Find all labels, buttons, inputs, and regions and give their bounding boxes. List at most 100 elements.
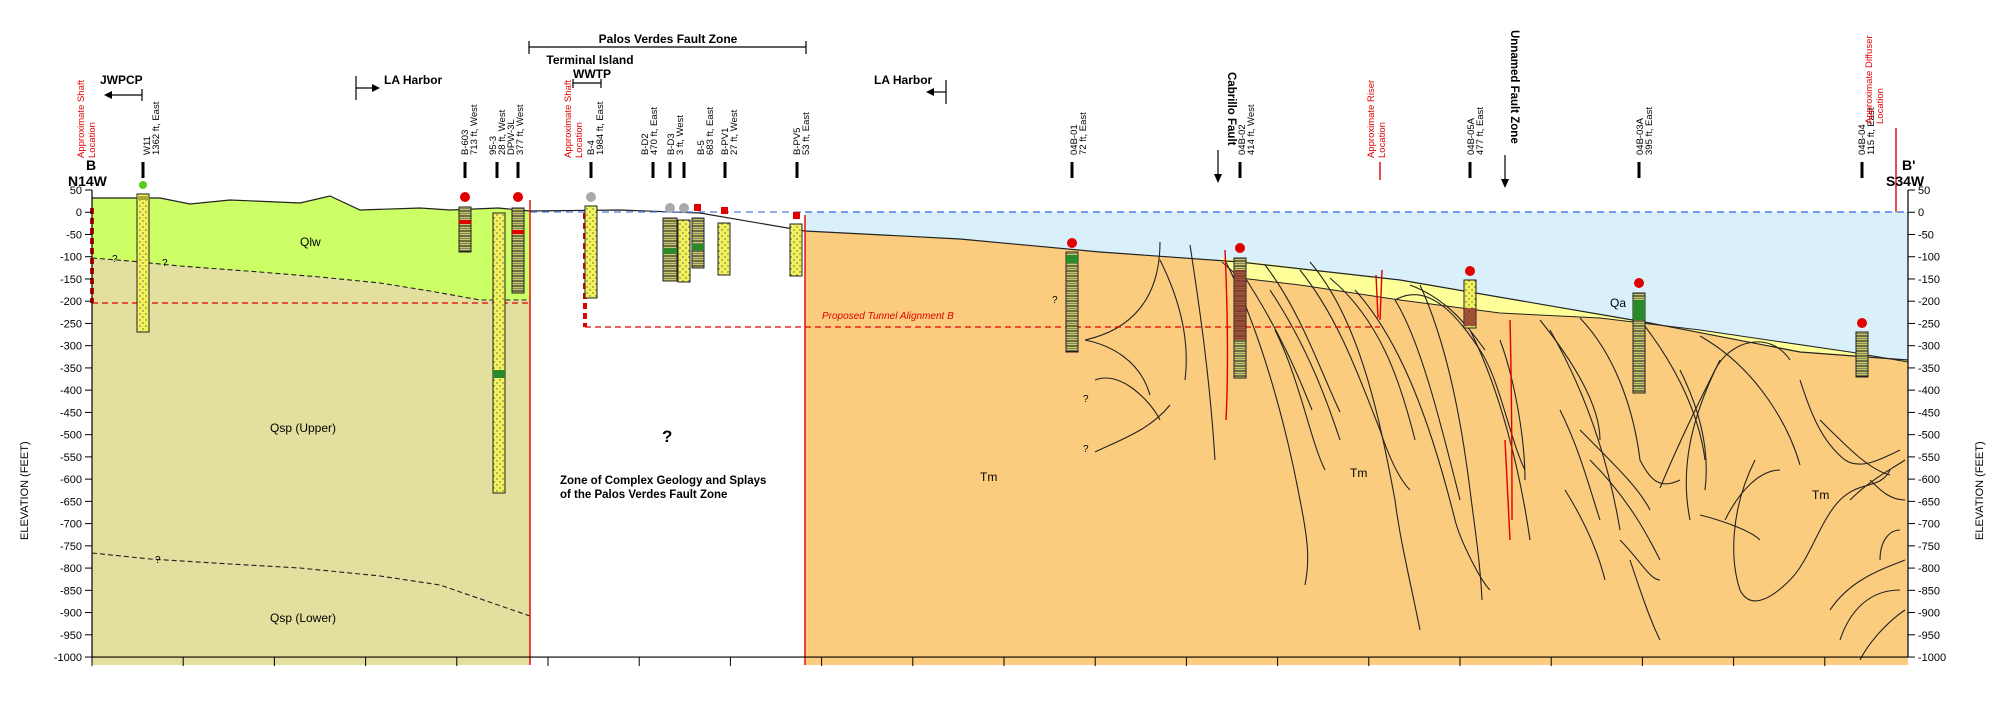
unit-qa	[1220, 258, 1908, 362]
y-tick-label-left: -650	[60, 496, 82, 508]
label-tunnel-alignment: Proposed Tunnel Alignment B	[822, 311, 954, 322]
y-tick-label-right: -750	[1918, 541, 1940, 553]
y-tick-label-right: -200	[1918, 296, 1940, 308]
svg-text:Location: Location	[1875, 88, 1886, 124]
svg-text:3 ft, West: 3 ft, West	[675, 115, 686, 155]
y-tick-label-left: -1000	[54, 652, 82, 664]
svg-text:Tm: Tm	[1350, 466, 1367, 480]
y-tick-label-left: -50	[66, 229, 82, 241]
y-tick-label-right: -950	[1918, 630, 1940, 642]
axes: 50 50 0 0 -50 -50 -100 -100 -150 -150 -200 -200 -250…	[54, 185, 1946, 667]
svg-text:72 ft, East: 72 ft, East	[1078, 112, 1089, 155]
y-tick-label-left: -200	[60, 296, 82, 308]
svg-text:B-5: B-5	[696, 140, 707, 155]
y-tick-label-left: -100	[60, 252, 82, 264]
y-axis-label-right: ELEVATION (FEET)	[1974, 441, 1986, 540]
y-tick-label-right: -700	[1918, 519, 1940, 531]
svg-text:04B-02: 04B-02	[1237, 124, 1248, 155]
y-tick-label-left: -700	[60, 519, 82, 531]
y-tick-label-right: -800	[1918, 563, 1940, 575]
label-jwpcp: JWPCP	[100, 73, 143, 87]
svg-text:Location: Location	[1377, 122, 1388, 158]
unit-labels: Qlw Qsp (Upper) Qsp (Lower) Qa Tm Tm Tm …	[270, 235, 1829, 625]
y-axis-label-left: ELEVATION (FEET)	[19, 441, 31, 540]
svg-text:W11: W11	[142, 136, 153, 155]
boring-accents	[137, 196, 1645, 378]
boring-markers	[139, 181, 1867, 328]
y-tick-label-right: -100	[1918, 252, 1940, 264]
label-la-harbor-2: LA Harbor	[874, 73, 933, 87]
y-tick-label-right: -300	[1918, 341, 1940, 353]
unit-qlw	[92, 196, 530, 300]
svg-text:Tm: Tm	[980, 470, 997, 484]
svg-text:of the Palos Verdes Fault Zone: of the Palos Verdes Fault Zone	[560, 489, 727, 501]
svg-text:?: ?	[112, 254, 118, 265]
svg-text:53 ft, East: 53 ft, East	[801, 112, 812, 155]
label-cabrillo-fault: Cabrillo Fault	[1225, 72, 1237, 146]
svg-text:?: ?	[1083, 394, 1089, 405]
y-tick-label-left: -850	[60, 585, 82, 597]
svg-text:DPW-3L: DPW-3L	[506, 119, 517, 155]
svg-text:04B-05A: 04B-05A	[1466, 117, 1477, 155]
y-tick-label-right: -400	[1918, 385, 1940, 397]
y-tick-label-left: -800	[60, 563, 82, 575]
svg-text:Qa: Qa	[1610, 296, 1626, 310]
svg-text:?: ?	[1052, 295, 1058, 306]
svg-text:395 ft, East: 395 ft, East	[1644, 107, 1655, 155]
svg-text:B-603: B-603	[460, 130, 471, 155]
svg-text:Zone of Complex Geology and Sp: Zone of Complex Geology and Splays	[560, 475, 766, 487]
y-tick-label-right: -550	[1918, 452, 1940, 464]
boring-labels: W11 1362 ft, East B-603 713 ft, West 95-…	[142, 101, 1877, 155]
y-tick-label-left: -550	[60, 452, 82, 464]
svg-text:Location: Location	[574, 122, 585, 158]
svg-text:S34W: S34W	[1886, 173, 1925, 189]
label-la-harbor-1: LA Harbor	[384, 73, 443, 87]
tm-faults	[1224, 249, 1513, 541]
unit-tm	[805, 231, 1908, 665]
svg-text:27 ft, West: 27 ft, West	[729, 109, 740, 155]
svg-text:683 ft, East: 683 ft, East	[705, 107, 716, 155]
label-terminal-island: Terminal Island	[546, 53, 633, 67]
uncertainty-marks: ? ? ? ? ? ?	[112, 254, 1089, 566]
water-body	[805, 212, 1908, 360]
svg-text:B-D2: B-D2	[640, 133, 651, 155]
svg-text:B: B	[86, 157, 96, 173]
svg-text:Approximate Shaft: Approximate Shaft	[563, 79, 574, 158]
svg-text:377 ft, West: 377 ft, West	[515, 104, 526, 155]
tm-structure-lines	[1084, 241, 1906, 661]
y-tick-label-left: -500	[60, 430, 82, 442]
y-tick-label-right: -50	[1918, 229, 1934, 241]
y-tick-label-right: -650	[1918, 496, 1940, 508]
svg-text:N14W: N14W	[68, 173, 108, 189]
svg-text:713 ft, West: 713 ft, West	[469, 104, 480, 155]
y-tick-label-right: -1000	[1918, 652, 1946, 664]
y-tick-label-left: -950	[60, 630, 82, 642]
svg-text:?: ?	[162, 258, 168, 269]
svg-text:04B-01: 04B-01	[1069, 124, 1080, 155]
top-annotations: JWPCP LA Harbor Palos Verdes Fault Zone …	[100, 30, 1520, 188]
qa-base-line	[1221, 261, 1909, 363]
y-tick-label-left: 50	[70, 185, 82, 197]
y-tick-label-left: -250	[60, 318, 82, 330]
svg-text:95-3: 95-3	[488, 136, 499, 155]
svg-text:?: ?	[1083, 444, 1089, 455]
boring-ticks	[141, 162, 1864, 178]
y-tick-label-left: -300	[60, 341, 82, 353]
y-tick-label-right: 0	[1918, 207, 1924, 219]
y-tick-label-left: -750	[60, 541, 82, 553]
svg-text:Location: Location	[87, 122, 98, 158]
red-leader-lines	[1379, 128, 1897, 212]
y-tick-label-left: 0	[76, 207, 82, 219]
unit-qsp	[92, 196, 530, 665]
svg-text:?: ?	[662, 427, 672, 446]
svg-text:477 ft, East: 477 ft, East	[1475, 107, 1486, 155]
svg-text:Approximate Riser: Approximate Riser	[1366, 80, 1377, 158]
y-tick-label-left: -400	[60, 385, 82, 397]
y-tick-label-right: -600	[1918, 474, 1940, 486]
y-tick-label-right: 50	[1918, 185, 1930, 197]
svg-text:Qsp (Upper): Qsp (Upper)	[270, 421, 336, 435]
y-tick-label-left: -150	[60, 274, 82, 286]
y-tick-label-right: -150	[1918, 274, 1940, 286]
svg-text:04B-04: 04B-04	[1857, 124, 1868, 155]
label-wwtp: WWTP	[573, 67, 611, 81]
